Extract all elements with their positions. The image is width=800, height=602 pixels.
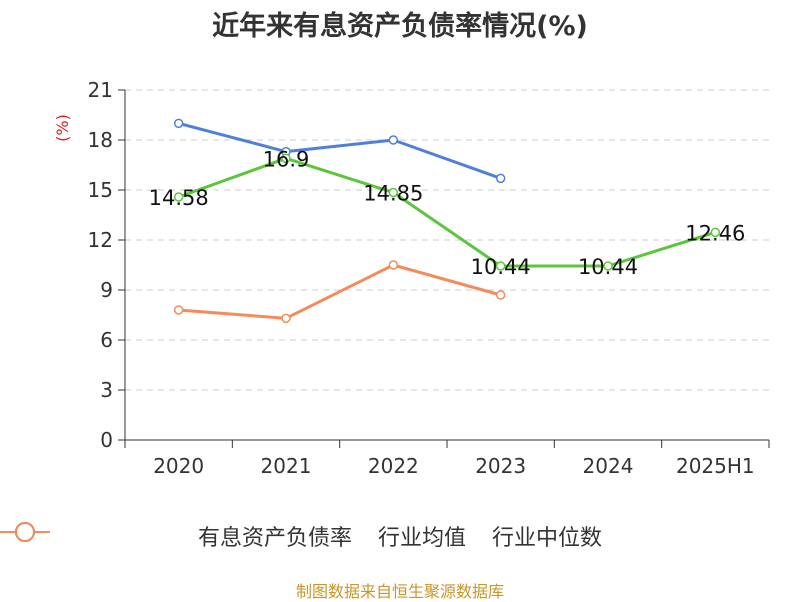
series-2-point-0 [173, 305, 184, 315]
data-label-5: 12.46 [685, 221, 745, 245]
data-label-3: 10.44 [471, 255, 531, 279]
x-tick-label-5: 2025H1 [676, 454, 755, 478]
legend-item-series-1[interactable]: 行业均值 [0, 520, 466, 552]
y-tick-label-3: 9 [100, 278, 113, 302]
series-1-point-0 [173, 118, 184, 129]
data-label-2: 14.85 [363, 182, 423, 206]
series-line-0 [178, 156, 716, 268]
y-tick-label-0: 0 [100, 428, 113, 452]
legend-symbol-series-2 [0, 522, 50, 542]
series-line-2 [178, 263, 502, 320]
series-1-point-2 [388, 135, 399, 145]
data-label-4: 10.44 [578, 255, 638, 279]
data-label-1: 16.9 [263, 147, 310, 171]
series-0-point-4 [603, 261, 613, 271]
series-2-point-3 [495, 290, 506, 300]
data-label-0: 14.58 [149, 186, 209, 210]
x-tick-label-1: 2021 [261, 454, 312, 478]
legend-item-series-2[interactable]: 行业中位数 [0, 520, 603, 552]
series-0-point-0 [173, 192, 184, 202]
series-1-point-3 [495, 173, 506, 184]
legend: 有息资产负债率 行业均值 行业中位数 [0, 520, 800, 552]
y-axis-unit-label: (%) [53, 114, 72, 142]
x-tick-label-3: 2023 [475, 454, 526, 478]
y-tick-label-1: 3 [100, 378, 113, 402]
chart-title: 近年来有息资产负债率情况(%) [212, 11, 588, 42]
source-note: 制图数据来自恒生聚源数据库 [295, 582, 504, 601]
x-tick-label-2: 2022 [368, 454, 419, 478]
legend-label-series-0: 有息资产负债率 [197, 526, 352, 551]
y-tick-label-2: 6 [100, 328, 113, 352]
x-tick-label-0: 2020 [153, 454, 204, 478]
series-2-point-1 [281, 313, 291, 324]
legend-item-series-0[interactable]: 有息资产负债率 [0, 520, 352, 552]
x-tick-label-4: 2024 [583, 454, 634, 478]
series-0-point-3 [495, 261, 506, 271]
y-tick-label-6: 18 [88, 128, 113, 152]
y-tick-label-4: 12 [88, 228, 113, 252]
series-0-point-2 [388, 187, 399, 198]
series-2-point-2 [388, 260, 399, 270]
y-tick-label-7: 21 [88, 78, 113, 102]
legend-label-series-1: 行业均值 [377, 526, 466, 551]
series-0-point-5 [710, 227, 721, 238]
legend-label-series-2: 行业中位数 [492, 526, 603, 551]
y-tick-label-5: 15 [88, 178, 113, 202]
series-0-point-1 [281, 153, 291, 164]
series-line-1 [178, 121, 502, 180]
